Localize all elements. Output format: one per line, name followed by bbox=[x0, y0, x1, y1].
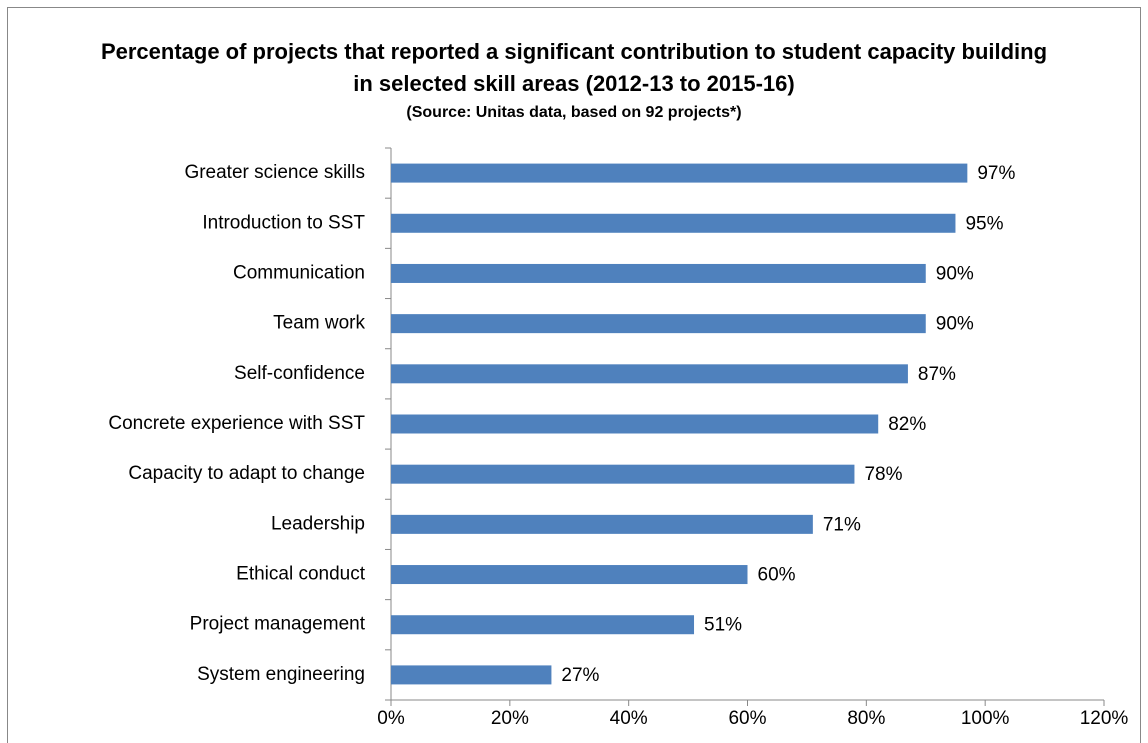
y-tick-label: Self-confidence bbox=[234, 363, 365, 384]
x-tick-label: 20% bbox=[491, 708, 529, 729]
value-label: 51% bbox=[704, 615, 742, 636]
bar bbox=[391, 314, 926, 334]
x-tick-label: 60% bbox=[728, 708, 766, 729]
y-tick-label: Project management bbox=[190, 614, 366, 635]
bar bbox=[391, 414, 879, 434]
bar bbox=[391, 464, 855, 484]
bar bbox=[391, 665, 552, 685]
value-label: 97% bbox=[977, 163, 1015, 184]
y-tick-label: Concrete experience with SST bbox=[108, 413, 365, 434]
chart-subtitle: (Source: Unitas data, based on 92 projec… bbox=[406, 104, 742, 121]
value-label: 71% bbox=[823, 514, 861, 535]
value-label: 90% bbox=[936, 263, 974, 284]
chart-title: Percentage of projects that reported a s… bbox=[100, 39, 1048, 96]
bar bbox=[391, 514, 813, 534]
y-tick-label: Communication bbox=[233, 262, 365, 283]
bar bbox=[391, 263, 926, 283]
value-label: 82% bbox=[888, 414, 926, 435]
value-label: 95% bbox=[965, 213, 1003, 234]
value-label: 87% bbox=[918, 364, 956, 385]
y-tick-label: Team work bbox=[273, 313, 365, 334]
bar bbox=[391, 213, 956, 233]
y-tick-label: Leadership bbox=[271, 513, 365, 534]
x-tick-label: 0% bbox=[377, 708, 405, 729]
bar bbox=[391, 615, 695, 635]
bar bbox=[391, 364, 908, 384]
y-tick-label: Introduction to SST bbox=[202, 212, 365, 233]
chart-border bbox=[7, 7, 1141, 743]
x-tick-label: 40% bbox=[610, 708, 648, 729]
y-tick-label: Ethical conduct bbox=[236, 564, 366, 585]
value-label: 78% bbox=[864, 464, 902, 485]
y-tick-label: Capacity to adapt to change bbox=[128, 463, 365, 484]
x-tick-label: 100% bbox=[961, 708, 1010, 729]
y-tick-label: Greater science skills bbox=[184, 162, 365, 183]
y-tick-label: System engineering bbox=[197, 664, 365, 685]
value-label: 27% bbox=[561, 665, 599, 686]
x-tick-label: 120% bbox=[1080, 708, 1129, 729]
bar bbox=[391, 163, 968, 183]
x-tick-label: 80% bbox=[847, 708, 885, 729]
bar bbox=[391, 565, 748, 585]
value-label: 90% bbox=[936, 314, 974, 335]
value-label: 60% bbox=[758, 565, 796, 586]
